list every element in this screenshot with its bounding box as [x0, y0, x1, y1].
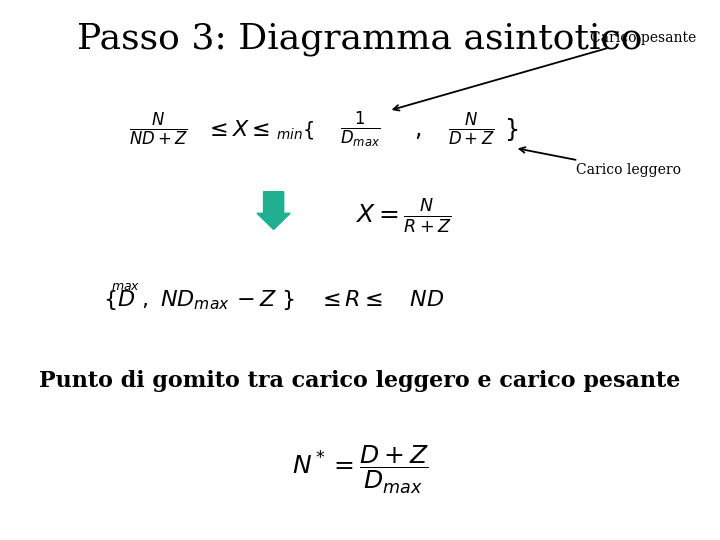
Text: $\{ D \ , \ ND_{max}$$\,-Z \ \} \quad \leq R \leq \quad ND$: $\{ D \ , \ ND_{max}$$\,-Z \ \} \quad \l… [103, 288, 444, 312]
Text: Passo 3: Diagramma asintotico: Passo 3: Diagramma asintotico [77, 22, 643, 56]
FancyArrow shape [257, 192, 290, 230]
Text: Carico pesante: Carico pesante [393, 31, 697, 111]
Text: $\frac{N}{D+Z}$: $\frac{N}{D+Z}$ [449, 111, 495, 148]
Text: $max$: $max$ [112, 280, 140, 293]
Text: $N^* = \dfrac{D+Z}{D_{max}}$: $N^* = \dfrac{D+Z}{D_{max}}$ [292, 444, 428, 496]
Text: $,$: $,$ [414, 118, 421, 141]
Text: $\frac{1}{D_{max}}$: $\frac{1}{D_{max}}$ [340, 110, 380, 150]
Text: Carico leggero: Carico leggero [520, 147, 681, 177]
Text: $\}$: $\}$ [504, 116, 518, 143]
Text: $X = \frac{N}{R+Z}$: $X = \frac{N}{R+Z}$ [355, 197, 451, 235]
Text: $\frac{N}{ND+Z}$: $\frac{N}{ND+Z}$ [129, 111, 188, 148]
Text: Punto di gomito tra carico leggero e carico pesante: Punto di gomito tra carico leggero e car… [40, 370, 680, 392]
Text: $_{min}\{$: $_{min}\{$ [276, 119, 315, 140]
Text: $\leq X \leq$: $\leq X \leq$ [205, 119, 270, 140]
